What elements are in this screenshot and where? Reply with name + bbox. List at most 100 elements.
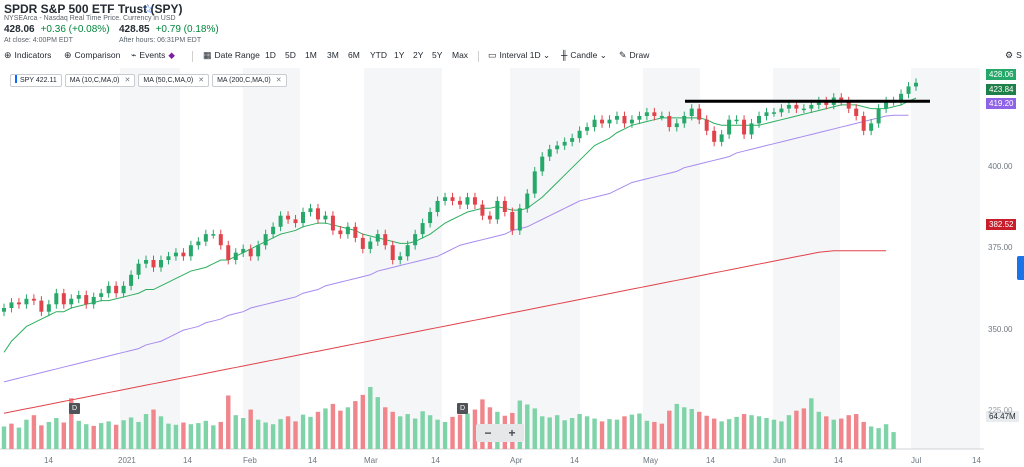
- volume-bar: [84, 424, 89, 449]
- candle-body: [405, 245, 410, 257]
- close-icon[interactable]: ✕: [275, 77, 282, 84]
- candle-body: [585, 127, 590, 131]
- volume-bar: [24, 419, 29, 449]
- candle-body: [502, 200, 507, 212]
- range-6m[interactable]: 6M: [348, 50, 360, 60]
- range-1d[interactable]: 1D: [265, 50, 276, 60]
- volume-tag: 64.47M: [986, 411, 1019, 422]
- range-5d[interactable]: 5D: [285, 50, 296, 60]
- volume-bar: [16, 427, 22, 449]
- star-icon[interactable]: ☆: [142, 1, 154, 16]
- range-5y[interactable]: 5Y: [432, 50, 443, 60]
- candle-body: [218, 234, 223, 246]
- chip-ma10[interactable]: MA (10,C,MA,0) ✕: [64, 74, 136, 87]
- volume-bar: [883, 424, 889, 449]
- dividend-marker[interactable]: D: [69, 403, 80, 414]
- candle-body: [846, 101, 851, 109]
- close-price: 428.06: [4, 24, 35, 35]
- volume-bar: [554, 415, 560, 449]
- close-icon[interactable]: ✕: [124, 77, 131, 84]
- range-2y[interactable]: 2Y: [413, 50, 424, 60]
- interval-button[interactable]: ▭ Interval 1D ⌄: [488, 50, 551, 60]
- candle-body: [600, 119, 605, 124]
- price-chart[interactable]: [0, 68, 1024, 467]
- side-panel-toggle[interactable]: [1017, 256, 1024, 280]
- close-icon[interactable]: ✕: [198, 77, 205, 84]
- candle-body: [84, 295, 89, 305]
- volume-bar: [196, 423, 201, 449]
- candle-body: [286, 215, 291, 220]
- exchange-subtitle: NYSEArca - Nasdaq Real Time Price. Curre…: [4, 15, 176, 22]
- volume-bar: [69, 398, 74, 449]
- volume-bar: [203, 420, 209, 449]
- volume-bar: [614, 419, 620, 449]
- volume-bar: [390, 411, 395, 449]
- candle-body: [622, 116, 627, 124]
- volume-bar: [607, 419, 612, 449]
- indicators-button[interactable]: ⊕ Indicators: [4, 50, 52, 60]
- candle-body: [465, 197, 470, 205]
- comparison-button[interactable]: ⊕ Comparison: [64, 50, 121, 60]
- range-1m[interactable]: 1M: [305, 50, 317, 60]
- candle-body: [876, 108, 881, 124]
- volume-bar: [794, 410, 799, 449]
- volume-bar: [868, 426, 874, 449]
- volume-bar: [106, 421, 111, 449]
- settings-button[interactable]: ⚙ S: [1005, 50, 1022, 60]
- volume-bar: [682, 407, 687, 449]
- chip-ma50[interactable]: MA (50,C,MA,0) ✕: [138, 74, 210, 87]
- candle-body: [61, 293, 66, 305]
- candle-body: [76, 295, 81, 299]
- candle-body: [712, 130, 717, 142]
- chip-ma200[interactable]: MA (200,C,MA,0) ✕: [212, 74, 287, 87]
- range-3m[interactable]: 3M: [327, 50, 339, 60]
- volume-bar: [31, 415, 37, 449]
- range-1y[interactable]: 1Y: [394, 50, 405, 60]
- volume-bar: [46, 421, 52, 449]
- candle-body: [719, 134, 724, 142]
- events-button[interactable]: ⌁ Events ◆: [131, 50, 175, 60]
- close-note: At close: 4:00PM EDT: [4, 37, 73, 44]
- candle-body: [196, 241, 201, 246]
- volume-bar: [659, 423, 665, 449]
- candle-body: [248, 248, 253, 257]
- candle-body: [114, 285, 119, 294]
- volume-bar: [809, 398, 814, 449]
- candle-body: [899, 93, 904, 102]
- volume-bar: [308, 416, 313, 449]
- candle-body: [121, 285, 126, 294]
- zoom-out-button[interactable]: −: [484, 426, 492, 440]
- month-band: [643, 68, 700, 449]
- zoom-in-button[interactable]: +: [508, 426, 516, 440]
- candle-body: [69, 298, 74, 305]
- candle-body: [779, 108, 784, 113]
- candle-body: [824, 101, 829, 105]
- dividend-marker[interactable]: D: [457, 403, 468, 414]
- volume-bar: [734, 416, 739, 449]
- x-tick: 14: [183, 456, 192, 465]
- series-color-icon: [15, 75, 17, 83]
- draw-button[interactable]: ✎ Draw: [619, 50, 650, 60]
- volume-bar: [629, 414, 635, 449]
- chart-toolbar: ⊕ Indicators ⊕ Comparison ⌁ Events ◆ ▦ Date R…: [0, 50, 1024, 64]
- range-ytd[interactable]: YTD: [370, 50, 387, 60]
- volume-bar: [353, 401, 358, 449]
- candle-body: [757, 116, 762, 124]
- volume-bar: [375, 397, 380, 449]
- chip-spy[interactable]: SPY 422.11: [10, 74, 62, 87]
- range-max[interactable]: Max: [452, 50, 469, 60]
- ma200-line: [3, 250, 887, 414]
- volume-bar: [846, 415, 851, 449]
- after-hours-note: After hours: 06:31PM EDT: [119, 37, 202, 44]
- date-range-button[interactable]: ▦ Date Range: [203, 50, 260, 60]
- x-tick: Feb: [243, 456, 257, 465]
- candle-body: [861, 116, 866, 131]
- volume-bar: [465, 413, 470, 449]
- candle-body: [203, 234, 208, 242]
- volume-bar: [405, 414, 410, 449]
- ma50-line: [3, 114, 909, 383]
- candle-body: [555, 145, 560, 150]
- candle-button[interactable]: ╫ Candle ⌄: [561, 50, 607, 60]
- volume-bar: [532, 408, 537, 449]
- candle-icon: ╫: [561, 50, 568, 60]
